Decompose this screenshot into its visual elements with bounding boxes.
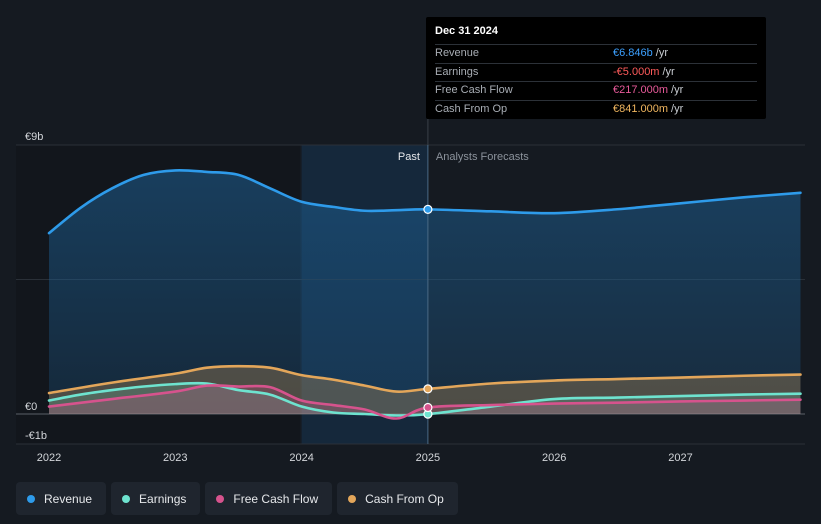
tooltip-unit: /yr — [662, 65, 675, 78]
legend-item-free-cash-flow[interactable]: Free Cash Flow — [205, 482, 333, 515]
cash-from-op-line — [47, 364, 802, 395]
legend-label: Free Cash Flow — [233, 491, 319, 506]
tooltip-label: Free Cash Flow — [435, 84, 513, 96]
x-tick-label: 2024 — [289, 452, 313, 464]
y-tick-label: €0 — [25, 401, 37, 413]
tooltip-unit: /yr — [671, 84, 684, 96]
earnings-area — [49, 383, 801, 416]
tooltip-label: Cash From Op — [435, 102, 508, 115]
x-tick-label: 2023 — [163, 452, 187, 464]
tooltip-row-earnings: Earnings -€5.000m /yr — [435, 62, 757, 82]
legend-item-earnings[interactable]: Earnings — [111, 482, 201, 515]
tooltip-row-cash-from-op: Cash From Op €841.000m /yr — [435, 99, 757, 119]
cash-from-op-marker — [423, 384, 433, 394]
free-cash-flow-line — [47, 384, 802, 420]
free-cash-flow-dot-icon — [216, 494, 225, 503]
revenue-line — [47, 168, 802, 235]
financials-chart: Past Analysts Forecasts €9b €0 -€1b 2022 20… — [16, 119, 805, 464]
y-tick-label: €9b — [25, 131, 43, 143]
legend-label: Earnings — [139, 491, 187, 506]
legend-label: Revenue — [44, 491, 93, 506]
tooltip-row-free-cash-flow: Free Cash Flow €217.000m /yr — [435, 81, 757, 100]
earnings-dot-icon — [122, 494, 131, 503]
revenue-marker — [423, 204, 433, 214]
tooltip-value: €6.846b — [613, 47, 653, 59]
forecast-label: Analysts Forecasts — [436, 151, 529, 163]
x-tick-label: 2025 — [416, 452, 440, 464]
x-tick-label: 2026 — [542, 452, 566, 464]
revenue-dot-icon — [27, 494, 35, 503]
x-tick-label: 2022 — [37, 452, 61, 464]
tooltip-label: Revenue — [435, 47, 480, 59]
legend-item-cash-from-op[interactable]: Cash From Op — [337, 482, 458, 515]
tooltip: Dec 31 2024 Revenue €6.846b /yr Earnings… — [426, 17, 766, 119]
free-cash-flow-marker — [423, 402, 433, 413]
legend-label: Cash From Op — [365, 491, 444, 506]
legend-item-revenue[interactable]: Revenue — [16, 482, 107, 515]
y-tick-label: -€1b — [25, 430, 47, 442]
tooltip-label: Earnings — [435, 65, 479, 78]
revenue-area — [49, 170, 801, 414]
tooltip-date: Dec 31 2024 — [435, 25, 498, 37]
tooltip-unit: /yr — [671, 102, 684, 115]
tooltip-value: €217.000m — [613, 84, 669, 96]
legend: Revenue Earnings Free Cash Flow Cash Fro… — [16, 482, 458, 515]
cash-from-op-dot-icon — [348, 494, 357, 503]
earnings-line — [47, 381, 802, 417]
tooltip-value: €841.000m — [613, 102, 669, 115]
tooltip-row-revenue: Revenue €6.846b /yr — [435, 44, 757, 63]
tooltip-unit: /yr — [655, 47, 668, 59]
tooltip-value: -€5.000m — [613, 65, 660, 78]
past-label: Past — [398, 151, 420, 163]
free-cash-flow-area — [49, 385, 801, 419]
x-tick-label: 2027 — [668, 452, 692, 464]
